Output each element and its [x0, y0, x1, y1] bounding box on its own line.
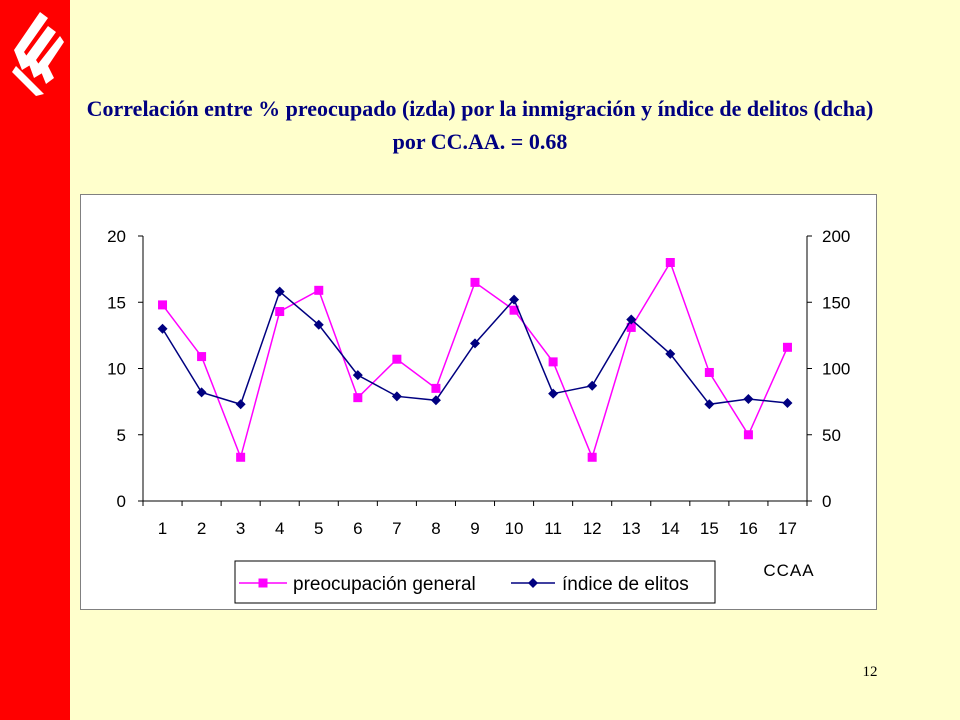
x-tick-label: 15 — [700, 519, 719, 538]
data-point-diamond — [470, 338, 480, 349]
data-point-square — [626, 322, 636, 332]
legend-label-2: índice de elitos — [562, 574, 689, 595]
data-point-square — [704, 367, 714, 377]
x-tick-label: 17 — [778, 519, 797, 538]
x-tick-label: 13 — [622, 519, 641, 538]
data-point-square — [665, 258, 675, 267]
data-point-diamond — [782, 397, 793, 408]
data-point-square — [197, 352, 207, 362]
y-tick-label-left: 5 — [117, 426, 126, 445]
legend-box — [234, 560, 716, 604]
y-tick-label-left: 15 — [107, 293, 126, 312]
x-tick-label: 2 — [197, 519, 206, 538]
data-point-square — [548, 357, 558, 367]
data-point-square — [275, 307, 285, 317]
data-point-diamond — [313, 319, 324, 330]
chart-area: 0 5 10 15 20 0 50 100 150 200 1 2 3 4 5 6 7 8 9 10 11 12 13 14 1… — [80, 194, 877, 610]
x-tick-label: 6 — [353, 519, 362, 538]
y-tick-label-right: 100 — [822, 360, 850, 379]
x-tick-label: 7 — [392, 519, 401, 538]
x-tick-label: 12 — [583, 519, 602, 538]
data-point-diamond — [274, 286, 285, 297]
data-point-square — [431, 383, 441, 393]
data-point-square — [236, 452, 246, 462]
x-tick-label: 16 — [739, 519, 758, 538]
x-tick-label: 1 — [158, 519, 167, 538]
data-point-square — [743, 430, 753, 440]
y-tick-label-right: 0 — [822, 492, 831, 511]
x-axis-label: CCAA — [763, 561, 814, 580]
data-point-diamond — [391, 391, 402, 402]
data-point-square — [509, 305, 519, 315]
data-point-square — [353, 393, 363, 403]
legend-marker-diamond — [528, 578, 538, 588]
data-point-square — [587, 452, 597, 462]
legend-label-1: preocupación general — [293, 574, 476, 595]
x-tick-label: 11 — [544, 519, 562, 538]
page-number: 12 — [862, 664, 878, 680]
x-tick-label: 10 — [505, 519, 524, 538]
y-tick-label-right: 50 — [822, 426, 841, 445]
data-point-square — [158, 300, 168, 310]
x-tick-label: 14 — [661, 519, 680, 538]
data-point-square — [314, 285, 324, 295]
data-point-diamond — [548, 388, 559, 399]
x-tick-label: 4 — [275, 519, 284, 538]
data-point-diamond — [430, 395, 441, 406]
data-point-diamond — [157, 323, 168, 334]
y-tick-label-left: 10 — [107, 360, 126, 379]
x-tick-label: 8 — [431, 519, 440, 538]
slide-title: Correlación entre % preocupado (izda) po… — [86, 96, 874, 154]
y-tick-label-right: 200 — [822, 227, 850, 246]
x-tick-label: 3 — [236, 519, 245, 538]
data-point-diamond — [352, 370, 363, 381]
data-point-diamond — [196, 387, 207, 398]
data-point-square — [782, 342, 792, 352]
data-point-square — [470, 277, 480, 287]
data-point-diamond — [626, 314, 637, 325]
red-sidebar — [0, 0, 70, 720]
data-point-diamond — [665, 348, 676, 359]
data-point-square — [392, 354, 402, 364]
data-point-diamond — [587, 380, 598, 391]
y-tick-label-left: 20 — [107, 227, 126, 246]
data-point-diamond — [704, 399, 715, 410]
legend-marker-square — [258, 578, 268, 588]
x-tick-label: 5 — [314, 519, 323, 538]
y-tick-label-left: 0 — [117, 492, 126, 511]
data-point-diamond — [743, 393, 754, 404]
data-point-diamond — [235, 399, 246, 410]
data-point-diamond — [509, 294, 520, 305]
y-tick-label-right: 150 — [822, 293, 850, 312]
x-tick-label: 9 — [470, 519, 479, 538]
logo-icon — [12, 12, 64, 96]
